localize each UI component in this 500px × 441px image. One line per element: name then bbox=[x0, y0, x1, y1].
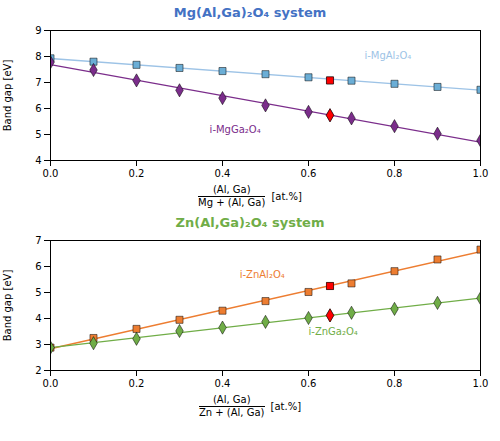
svg-text:5: 5 bbox=[35, 287, 41, 298]
svg-text:i-ZnGa₂O₄: i-ZnGa₂O₄ bbox=[309, 326, 358, 337]
svg-text:0.2: 0.2 bbox=[129, 378, 145, 389]
svg-text:1.0: 1.0 bbox=[473, 168, 489, 179]
svg-text:0.4: 0.4 bbox=[215, 168, 231, 179]
svg-text:7: 7 bbox=[35, 235, 41, 246]
svg-text:0.0: 0.0 bbox=[43, 378, 59, 389]
svg-text:0.2: 0.2 bbox=[129, 168, 145, 179]
svg-text:6: 6 bbox=[35, 261, 41, 272]
html-text:Mg + (Al, Ga): Mg + (Al, Ga) bbox=[198, 196, 266, 208]
svg-text:0.4: 0.4 bbox=[215, 378, 231, 389]
html-text:[at.%]: [at.%] bbox=[270, 400, 302, 412]
svg-text:0.6: 0.6 bbox=[301, 168, 317, 179]
html-text:Mg(Al,Ga)₂O₄ system: Mg(Al,Ga)₂O₄ system bbox=[173, 5, 327, 20]
html-text:[at.%]: [at.%] bbox=[271, 190, 302, 202]
svg-text:0.8: 0.8 bbox=[387, 378, 403, 389]
svg-text:0.8: 0.8 bbox=[387, 168, 403, 179]
svg-text:9: 9 bbox=[35, 25, 41, 36]
svg-text:0.6: 0.6 bbox=[301, 378, 317, 389]
svg-text:8: 8 bbox=[35, 51, 41, 62]
svg-text:i-MgGa₂O₄: i-MgGa₂O₄ bbox=[210, 124, 261, 135]
svg-text:2: 2 bbox=[35, 365, 41, 376]
html-text:Zn + (Al, Ga): Zn + (Al, Ga) bbox=[198, 406, 265, 418]
html-text:Zn(Al,Ga)₂O₄ system: Zn(Al,Ga)₂O₄ system bbox=[175, 215, 325, 230]
html-text:(Al, Ga): (Al, Ga) bbox=[212, 183, 251, 195]
svg-text:Band gap [eV]: Band gap [eV] bbox=[2, 60, 13, 132]
svg-text:7: 7 bbox=[35, 77, 41, 88]
svg-text:0.0: 0.0 bbox=[43, 168, 59, 179]
svg-text:4: 4 bbox=[35, 313, 41, 324]
html-text:(Al, Ga): (Al, Ga) bbox=[212, 393, 251, 405]
svg-text:1.0: 1.0 bbox=[473, 378, 489, 389]
svg-text:6: 6 bbox=[35, 103, 41, 114]
svg-text:4: 4 bbox=[35, 155, 41, 166]
svg-text:i-ZnAl₂O₄: i-ZnAl₂O₄ bbox=[240, 269, 285, 280]
svg-text:5: 5 bbox=[35, 129, 41, 140]
svg-text:i-MgAl₂O₄: i-MgAl₂O₄ bbox=[364, 50, 411, 61]
svg-text:Band gap [eV]: Band gap [eV] bbox=[2, 270, 13, 342]
svg-text:3: 3 bbox=[35, 339, 41, 350]
